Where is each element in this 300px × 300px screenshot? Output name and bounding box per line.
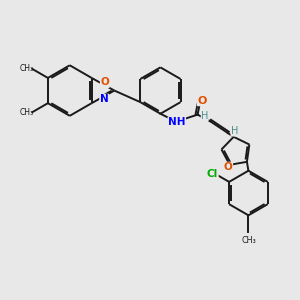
Text: Cl: Cl [207,169,218,179]
Text: H: H [231,126,238,136]
Text: N: N [100,94,109,104]
Text: H: H [201,111,208,121]
Text: CH₃: CH₃ [20,108,34,117]
Text: O: O [100,77,109,88]
Text: CH₃: CH₃ [241,236,256,245]
Text: CH₃: CH₃ [20,64,34,73]
Text: NH: NH [168,117,185,127]
Text: O: O [224,162,233,172]
Text: O: O [197,96,207,106]
